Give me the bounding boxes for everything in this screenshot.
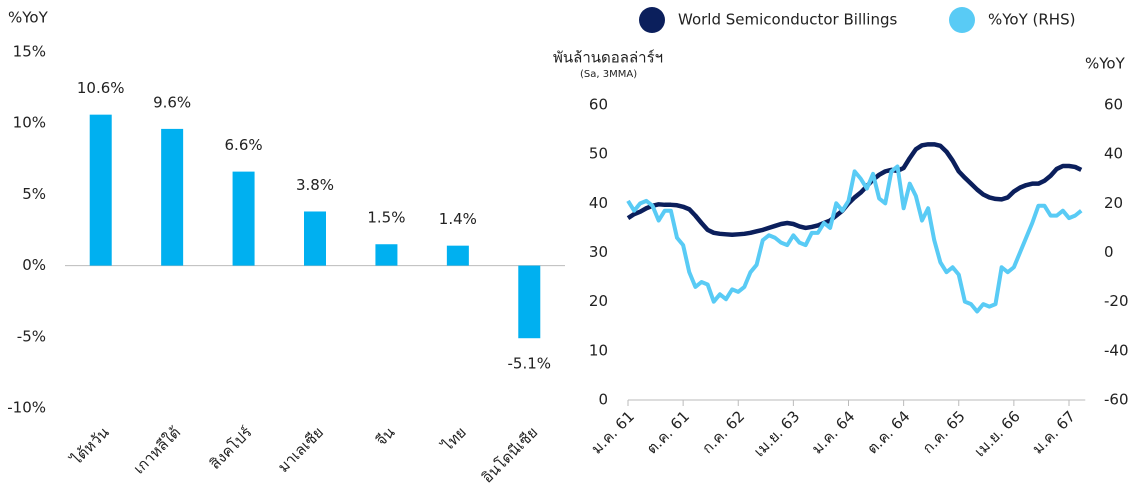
y-tick-label: -5%: [17, 327, 46, 345]
legend-swatch: [639, 7, 665, 33]
line-series: [626, 164, 1083, 314]
value-label: 9.6%: [153, 93, 191, 111]
y2-tick-label: 40: [1104, 145, 1123, 163]
y-tick-label: 0: [598, 391, 608, 409]
y2-tick-label: 60: [1104, 96, 1123, 114]
x-tick-label: เม.ย. 63: [750, 407, 803, 460]
value-label: 10.6%: [77, 79, 125, 97]
y2-tick-label: 0: [1104, 243, 1114, 261]
x-tick-label: ก.ค. 65: [919, 407, 969, 457]
x-tick-label: ไทย: [438, 423, 470, 455]
x-tick-label: เม.ย. 66: [971, 407, 1024, 460]
x-tick-label: ม.ค. 64: [808, 407, 858, 457]
x-tick-label: ไต้หวัน: [67, 423, 113, 469]
y2-tick-label: 20: [1104, 194, 1123, 212]
legend-label: World Semiconductor Billings: [678, 11, 897, 29]
right-y-label: พันล้านดอลล่าร์ฯ: [553, 49, 663, 67]
value-label: 1.5%: [367, 209, 405, 227]
x-tick-label: ม.ค. 67: [1029, 407, 1079, 457]
x-tick-label: ก.ค. 62: [698, 407, 748, 457]
legend-swatch: [949, 7, 975, 33]
y2-tick-label: -40: [1104, 341, 1129, 359]
bar: [446, 245, 469, 266]
x-tick-label: จีน: [372, 423, 398, 449]
bar: [232, 171, 255, 266]
y-tick-label: 40: [589, 194, 608, 212]
line-series: [626, 142, 1083, 238]
value-label: 3.8%: [296, 176, 334, 194]
bar: [304, 211, 326, 266]
y-tick-label: 0%: [22, 256, 46, 274]
value-label: 6.6%: [225, 136, 263, 154]
value-label: 1.4%: [439, 210, 477, 228]
y-tick-label: 15%: [13, 43, 46, 61]
x-tick-label: อินโดนีเซีย: [478, 423, 541, 486]
y-tick-label: 50: [589, 145, 608, 163]
y-tick-label: 10: [589, 341, 608, 359]
bar: [89, 114, 112, 266]
x-tick-label: ต.ค. 64: [863, 407, 913, 457]
right-y2-label: %YoY: [1085, 55, 1126, 73]
y-tick-label: -10%: [7, 399, 46, 417]
x-tick-label: เกาหลีใต้: [130, 423, 184, 477]
right-y-sublabel: (Sa, 3MMA): [580, 69, 637, 80]
x-tick-label: ม.ค. 61: [588, 407, 638, 457]
value-label: -5.1%: [508, 355, 552, 373]
y-tick-label: 5%: [22, 185, 46, 203]
y2-tick-label: -60: [1104, 391, 1129, 409]
x-tick-label: มาเลเซีย: [274, 423, 327, 476]
bar: [161, 128, 184, 266]
bar: [375, 244, 398, 266]
y2-tick-label: -20: [1104, 292, 1129, 310]
bar: [518, 265, 541, 339]
left-y-label: %YoY: [8, 9, 49, 27]
y-tick-label: 30: [589, 243, 608, 261]
y-tick-label: 60: [589, 96, 608, 114]
y-tick-label: 20: [589, 292, 608, 310]
y-tick-label: 10%: [13, 114, 46, 132]
x-tick-label: ต.ค. 61: [643, 407, 693, 457]
x-tick-label: สิงคโปร์: [206, 423, 256, 473]
legend-label: %YoY (RHS): [988, 11, 1075, 29]
